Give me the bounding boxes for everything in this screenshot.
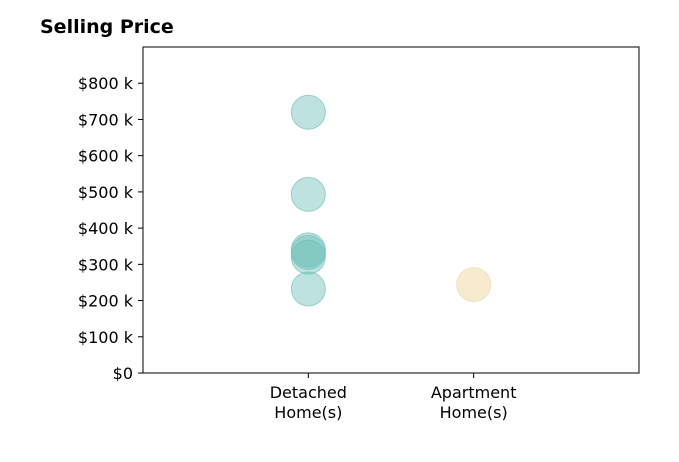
- y-tick-label: $600 k: [78, 147, 134, 166]
- data-point: [290, 239, 326, 275]
- data-point: [290, 234, 326, 270]
- y-tick-label: $400 k: [78, 219, 134, 238]
- data-point: [290, 271, 326, 307]
- x-tick-label: Apartment Home(s): [431, 383, 517, 422]
- data-points: [290, 94, 492, 307]
- data-point: [290, 94, 326, 130]
- x-axis: Detached Home(s) Apartment Home(s): [270, 373, 517, 422]
- y-tick-label: $800 k: [78, 74, 134, 93]
- y-tick-label: $700 k: [78, 110, 134, 129]
- x-tick-label: Detached Home(s): [270, 383, 347, 422]
- y-axis: $0 $100 k $200 k $300 k $400 k $500 k $600 k $7…: [78, 74, 143, 383]
- plot-area-frame: [142, 46, 640, 374]
- y-tick-label: $100 k: [78, 328, 134, 347]
- y-tick-label: $200 k: [78, 292, 134, 311]
- data-point: [456, 267, 492, 303]
- chart-title: Selling Price: [40, 16, 174, 38]
- y-tick-label: $0: [113, 364, 133, 383]
- y-tick-label: $300 k: [78, 255, 134, 274]
- y-tick-label: $500 k: [78, 183, 134, 202]
- data-point: [290, 176, 326, 212]
